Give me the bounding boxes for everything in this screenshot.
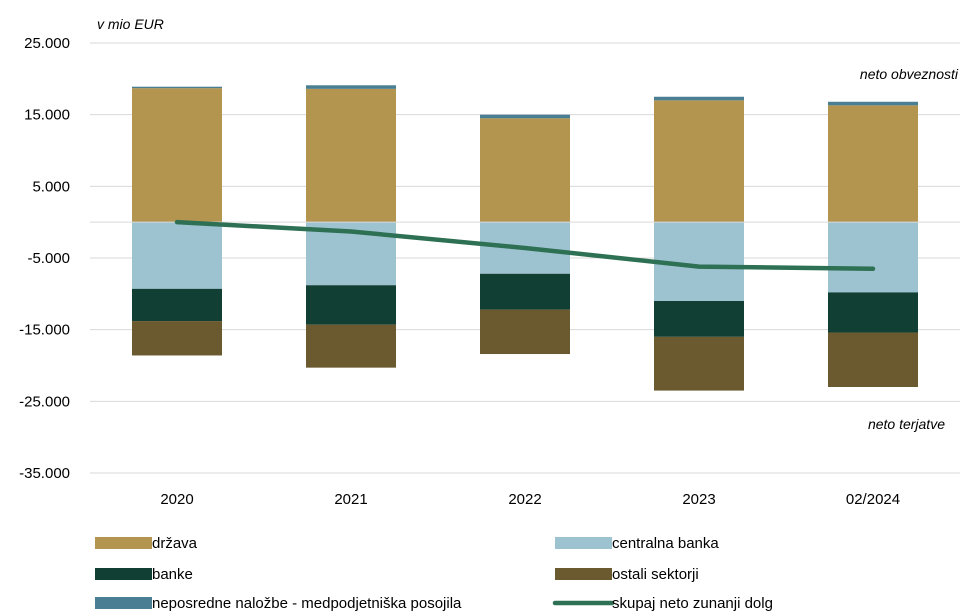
- legend-swatch: [95, 568, 152, 580]
- y-tick-label: -5.000: [27, 250, 70, 267]
- legend: država centralna banka banke ostali sektorj…: [95, 535, 773, 612]
- bar-segment: [480, 114, 570, 119]
- bar-segment: [654, 301, 744, 337]
- bar-segment: [480, 309, 570, 355]
- y-tick-label: 15.000: [24, 107, 70, 124]
- annotation-net-claims: neto terjatve: [868, 416, 945, 432]
- legend-label: neposredne naložbe - medpodjetniška poso…: [152, 595, 462, 612]
- x-tick-label: 2023: [682, 491, 715, 508]
- bar-segment: [132, 86, 222, 89]
- legend-item: skupaj neto zunanji dolg: [552, 595, 773, 612]
- x-tick-label: 2022: [508, 491, 541, 508]
- bar-segment: [828, 222, 918, 293]
- legend-label: centralna banka: [612, 535, 719, 552]
- x-tick-label: 02/2024: [846, 491, 900, 508]
- legend-item: neposredne naložbe - medpodjetniška poso…: [95, 595, 462, 612]
- legend-item: centralna banka: [555, 535, 719, 552]
- bar-segment: [306, 88, 396, 223]
- y-tick-label: 25.000: [24, 35, 70, 52]
- bar-segment: [306, 285, 396, 325]
- legend-swatch: [555, 537, 612, 549]
- x-tick-label: 2020: [160, 491, 193, 508]
- bar-segment: [828, 105, 918, 223]
- legend-label: skupaj neto zunanji dolg: [612, 595, 773, 612]
- total-line-path: [174, 219, 876, 271]
- y-axis-tick-labels: 25.000 15.000 5.000 -5.000 -15.000 -25.000 -35…: [19, 35, 70, 482]
- x-tick-label: 2021: [334, 491, 367, 508]
- bar-segment: [654, 100, 744, 223]
- bar-segment: [132, 288, 222, 322]
- x-axis-tick-labels: 2020 2021 2022 2023 02/2024: [160, 491, 900, 508]
- y-tick-label: -25.000: [19, 393, 70, 410]
- legend-swatch: [95, 537, 152, 549]
- bar-segment: [654, 336, 744, 391]
- legend-item: ostali sektorji: [555, 566, 699, 583]
- legend-label: ostali sektorji: [612, 566, 699, 583]
- bar-segment: [828, 101, 918, 106]
- y-tick-label: 5.000: [32, 178, 70, 195]
- legend-label: banke: [152, 566, 193, 583]
- bar-segment: [306, 324, 396, 368]
- legend-item: banke: [95, 566, 193, 583]
- total-line: [174, 219, 876, 271]
- y-tick-label: -35.000: [19, 465, 70, 482]
- bar-segment: [306, 85, 396, 89]
- bar-segment: [828, 292, 918, 333]
- bar-segment: [828, 332, 918, 387]
- legend-label: država: [152, 535, 198, 552]
- bars: [132, 85, 918, 391]
- bar-segment: [480, 273, 570, 310]
- unit-label: v mio EUR: [97, 16, 164, 32]
- legend-item: država: [95, 535, 198, 552]
- bar-segment: [132, 321, 222, 356]
- legend-swatch: [95, 597, 152, 609]
- bar-segment: [132, 222, 222, 289]
- bar-segment: [480, 118, 570, 223]
- bar-segment: [654, 96, 744, 101]
- annotation-net-liabilities: neto obveznosti: [860, 66, 959, 82]
- legend-swatch: [555, 568, 612, 580]
- bar-segment: [132, 88, 222, 223]
- y-tick-label: -15.000: [19, 322, 70, 339]
